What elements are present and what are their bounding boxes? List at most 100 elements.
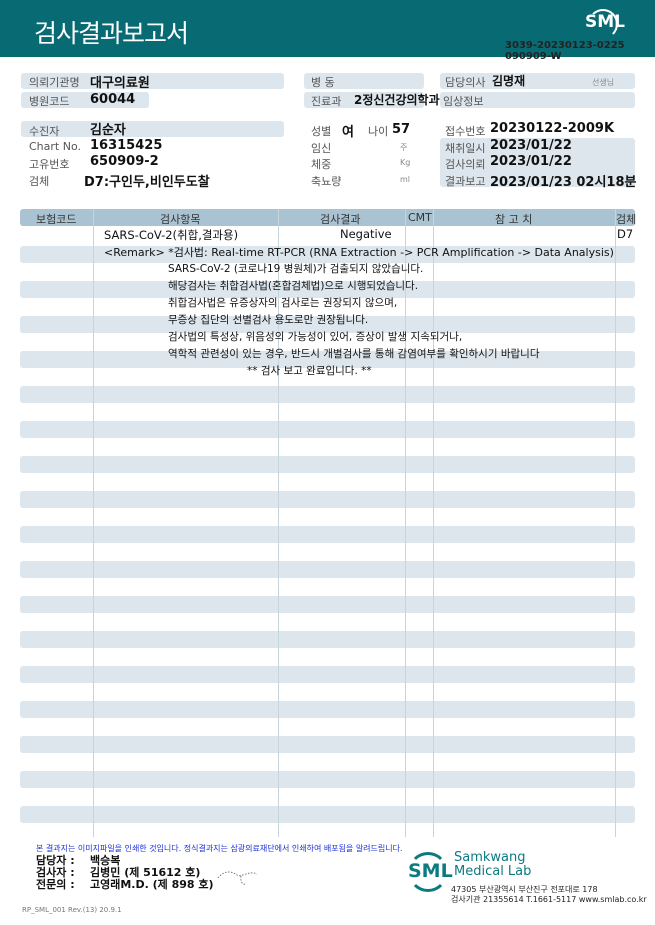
column-divider xyxy=(93,209,94,837)
header-reference: 참 고 치 xyxy=(495,213,533,226)
age-value: 57 xyxy=(392,122,411,137)
urine-unit: ml xyxy=(400,175,411,184)
id-label: 고유번호 xyxy=(29,158,70,171)
specialist-label: 전문의 : xyxy=(36,878,75,891)
pregnancy-unit: 주 xyxy=(400,143,408,152)
department-box xyxy=(304,92,424,108)
receipt-value: 20230122-2009K xyxy=(490,121,615,136)
chart-label: Chart No. xyxy=(29,140,81,153)
collected-value: 2023/01/22 xyxy=(490,138,572,153)
requested-value: 2023/01/22 xyxy=(490,154,572,169)
hospital-code-box xyxy=(21,92,149,108)
print-notice: 본 결과지는 이미지파일을 인쇄한 것입니다. 정식결과지는 삼광의료재단에서 … xyxy=(36,844,403,853)
institution-label: 의뢰기관명 xyxy=(29,76,80,89)
urine-label: 축뇨량 xyxy=(311,175,342,188)
department-value: 2정신건강의학과 xyxy=(354,93,440,107)
doctor-suffix: 선생님 xyxy=(592,78,615,87)
table-row-stripe xyxy=(20,701,635,718)
patient-label: 수진자 xyxy=(29,125,60,138)
table-row-stripe xyxy=(20,456,635,473)
column-divider xyxy=(615,209,616,837)
lab-name-2: Medical Lab xyxy=(454,864,532,879)
department-label: 진료과 xyxy=(311,95,342,108)
lab-address: 47305 부산광역시 부산진구 전포대로 178 xyxy=(451,885,598,894)
sml-logo: SML xyxy=(585,12,625,32)
column-divider xyxy=(405,209,406,837)
page-title: 검사결과보고서 xyxy=(34,19,189,48)
manager-label: 담당자 : xyxy=(36,854,75,867)
lab-name-1: Samkwang xyxy=(454,850,526,865)
header-bar xyxy=(0,0,655,57)
lab-contact: 검사기관 21355614 T.1661-5117 www.smlab.co.k… xyxy=(451,895,647,904)
ward-label: 병 동 xyxy=(311,76,335,89)
header-insurance-code: 보험코드 xyxy=(36,213,77,226)
remark-note: 취합검사법은 유증상자의 검사로는 권장되지 않으며, xyxy=(168,297,398,309)
table-header xyxy=(20,209,635,226)
institution-box xyxy=(21,73,284,89)
patient-value: 김순자 xyxy=(90,123,126,138)
doctor-box xyxy=(440,73,635,89)
sex-label: 성별 xyxy=(311,125,332,138)
remark-note: 무증상 집단의 선별검사 용도로만 권장됩니다. xyxy=(168,314,369,326)
remark-note: 해당검사는 취합검사법(혼합검체법)으로 시행되었습니다. xyxy=(168,280,419,292)
test-result: Negative xyxy=(340,227,392,241)
header-test-item: 검사항목 xyxy=(160,213,201,226)
remark-note: 검사법의 특성상, 위음성의 가능성이 있어, 증상이 발생 지속되거나, xyxy=(168,331,463,343)
table-row-stripe xyxy=(20,491,635,508)
logo-arc-icon xyxy=(588,9,618,39)
reported-value: 2023/01/23 02시18분 xyxy=(490,175,637,190)
table-row-stripe xyxy=(20,351,635,368)
table-row-stripe xyxy=(20,316,635,333)
column-divider xyxy=(433,209,434,837)
table-row-stripe xyxy=(20,631,635,648)
lab-logo: SML xyxy=(408,860,453,882)
table-row-stripe xyxy=(20,771,635,788)
chart-value: 16315425 xyxy=(90,138,163,153)
table-row-stripe xyxy=(20,666,635,683)
id-value: 650909-2 xyxy=(90,154,159,169)
remark-note: 역학적 관련성이 있는 경우, 반드시 개별검사를 통해 감염여부를 확인하시기… xyxy=(168,348,540,360)
table-row-stripe xyxy=(20,561,635,578)
column-divider xyxy=(278,209,279,837)
test-item: SARS-CoV-2(취합,결과용) xyxy=(104,228,239,242)
test-specimen: D7 xyxy=(617,227,634,241)
table-row-stripe xyxy=(20,421,635,438)
age-label: 나이 xyxy=(368,125,389,138)
signature-image xyxy=(217,871,258,885)
institution-value: 대구의료원 xyxy=(90,76,150,91)
form-code: RP_SML_001 Rev.(13) 20.9.1 xyxy=(22,906,122,914)
doc-number-1: 3039-20230123-0225 xyxy=(505,40,625,51)
collected-label: 채취일시 xyxy=(445,142,486,155)
lab-name: Samkwang Medical Lab xyxy=(454,851,531,879)
manager-value: 백승복 xyxy=(90,854,121,867)
table-row-stripe xyxy=(20,736,635,753)
hospital-code-label: 병원코드 xyxy=(29,95,70,108)
specimen-label: 검체 xyxy=(29,175,50,188)
remark-method: <Remark> *검사법: Real-time RT-PCR (RNA Ext… xyxy=(104,246,614,259)
document-number: 3039-20230123-0225 090909-W xyxy=(505,40,625,62)
clinical-info-label: 임상정보 xyxy=(443,95,484,108)
hospital-code-value: 60044 xyxy=(90,92,136,107)
table-row-stripe xyxy=(20,246,635,263)
specialist-value: 고영래M.D. (제 898 호) xyxy=(90,878,214,891)
dates-box xyxy=(440,138,635,187)
reported-label: 결과보고 xyxy=(445,175,486,188)
requested-label: 검사의뢰 xyxy=(445,158,486,171)
table-row-stripe xyxy=(20,281,635,298)
weight-label: 체중 xyxy=(311,158,332,171)
weight-unit: Kg xyxy=(400,158,411,167)
header-result: 검사결과 xyxy=(320,213,361,226)
receipt-label: 접수번호 xyxy=(445,125,486,138)
sex-value: 여 xyxy=(342,125,354,140)
clinical-info-box xyxy=(440,92,635,108)
lab-logo-arc-icon xyxy=(408,852,448,892)
remark-note: SARS-CoV-2 (코로나19 병원체)가 검출되지 않았습니다. xyxy=(168,263,424,275)
doctor-value: 김명재 xyxy=(492,74,526,88)
table-row-stripe xyxy=(20,386,635,403)
tester-value: 김병민 (제 51612 호) xyxy=(90,866,201,879)
table-row-stripe xyxy=(20,526,635,543)
header-specimen: 검체 xyxy=(616,213,637,226)
table-row-stripe xyxy=(20,806,635,823)
table-row-stripe xyxy=(20,596,635,613)
header-cmt: CMT xyxy=(408,211,432,224)
